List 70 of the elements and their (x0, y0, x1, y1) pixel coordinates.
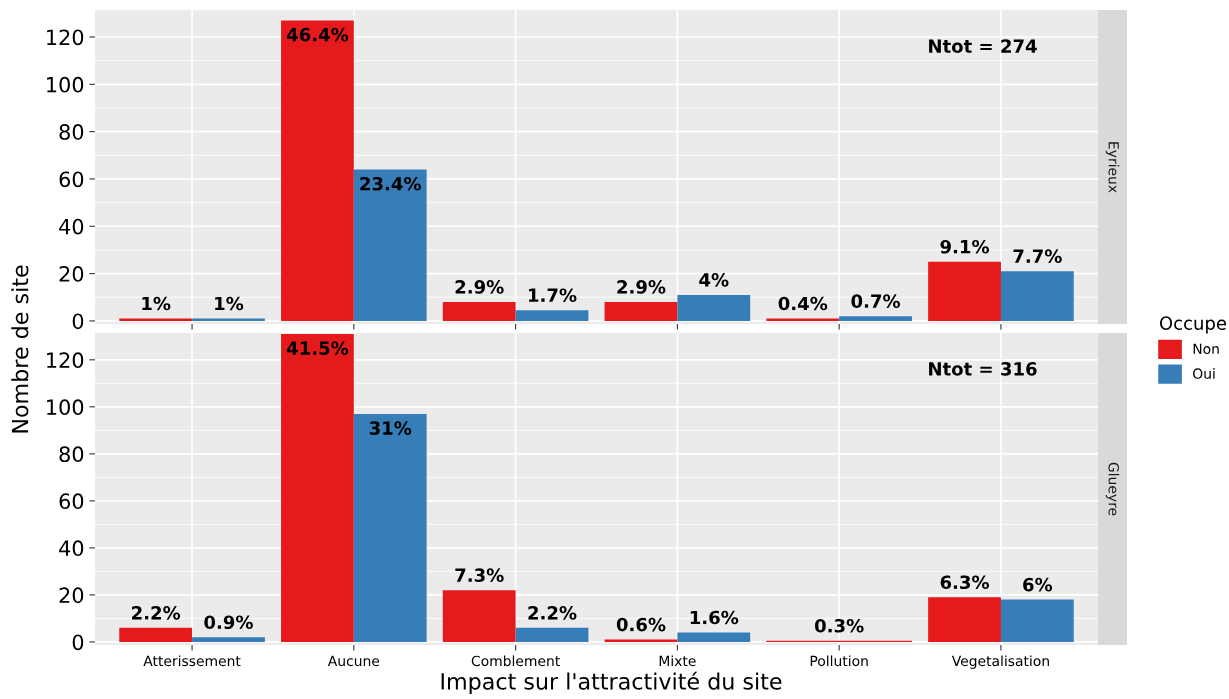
bar (677, 294, 751, 321)
bar (515, 627, 589, 642)
text: Eyrieux (1105, 142, 1120, 193)
legend-label: Oui (1193, 368, 1215, 379)
bar (353, 169, 427, 321)
annotation: 23.4% (360, 176, 421, 191)
y-tick-label: 120 (47, 352, 84, 369)
y-tick-label: 60 (59, 171, 84, 188)
bar (192, 637, 265, 642)
annotation: 1% (215, 296, 244, 311)
y-tick-label: 20 (59, 266, 84, 282)
legend-title: Occupe (1159, 316, 1227, 334)
annotation: 9.1% (940, 239, 989, 254)
y-tick-label: 40 (59, 540, 84, 557)
y-tick-label: 100 (47, 76, 84, 93)
y-tick-label: 0 (72, 634, 84, 651)
bar (515, 310, 589, 321)
y-tick-label: 60 (59, 493, 84, 510)
annotation: 2.2% (132, 605, 181, 620)
annotation: 1.6% (690, 610, 739, 625)
y-tick-label: 80 (59, 124, 84, 140)
x-tick-label: Comblement (471, 655, 560, 667)
annotation: 46.4% (286, 27, 349, 42)
y-tick-label: 120 (47, 29, 84, 46)
x-tick-label: Aucune (327, 655, 380, 667)
bar (281, 20, 354, 321)
bar (442, 590, 516, 642)
bar (928, 261, 1001, 321)
annotation: 4% (699, 273, 729, 287)
annotation: 2.2% (528, 605, 577, 620)
annotation: 6% (1023, 577, 1053, 592)
y-tick-label: 80 (59, 446, 84, 463)
y-tick-label: 100 (47, 399, 84, 416)
y-tick-label: 40 (59, 218, 84, 235)
bar (604, 301, 678, 321)
annotation: 7.7% (1013, 249, 1062, 263)
bar (1000, 271, 1074, 321)
bar (1000, 599, 1074, 642)
annotation: Ntot = 274 (929, 39, 1037, 53)
y-tick-label: 0 (72, 313, 84, 330)
annotation: 0.9% (204, 615, 253, 630)
annotation: 2.9% (617, 280, 666, 294)
bar (281, 333, 354, 642)
x-tick-label: Atterissement (143, 655, 241, 667)
bar (839, 316, 912, 321)
annotation: 0.3% (814, 618, 864, 633)
bar (677, 632, 751, 642)
y-axis-title: Nombre de site (11, 265, 29, 433)
annotation: 1.7% (529, 288, 577, 303)
annotation: 41.5% (286, 341, 349, 355)
bar (119, 627, 193, 642)
legend-label: Non (1193, 343, 1219, 355)
x-axis-title: Impact sur l'attractivité du site (441, 671, 782, 695)
annotation: 31% (369, 421, 412, 435)
annotation: 0.4% (778, 296, 828, 311)
annotation: 6.3% (940, 575, 989, 590)
annotation: 7.3% (455, 568, 504, 583)
x-tick-label: Vegetalisation (951, 655, 1049, 669)
bar (442, 301, 516, 321)
annotation: 0.7% (851, 294, 901, 308)
text: Glueyre (1105, 462, 1120, 516)
annotation: 2.9% (455, 280, 504, 294)
bar (928, 597, 1001, 642)
annotation: 1% (142, 296, 171, 311)
y-tick-label: 20 (59, 587, 84, 604)
x-tick-label: Pollution (810, 655, 868, 667)
annotation: Ntot = 316 (929, 362, 1037, 376)
x-tick-label: Mixte (659, 655, 696, 667)
annotation: 0.6% (616, 617, 666, 632)
bar (353, 413, 427, 642)
